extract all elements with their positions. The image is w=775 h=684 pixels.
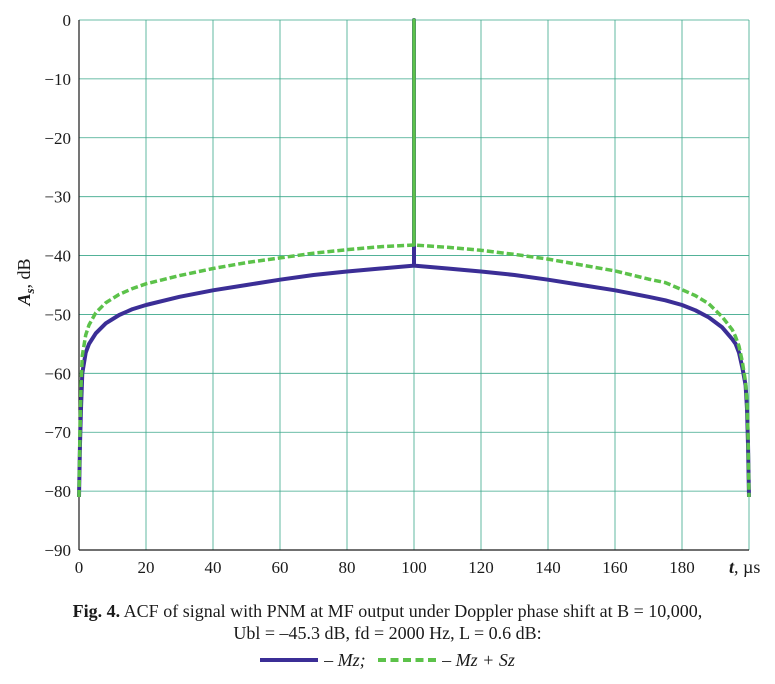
x-tick-label: 140: [535, 558, 561, 577]
x-tick-label: 20: [138, 558, 155, 577]
figure-caption-line1: Fig. 4. ACF of signal with PNM at MF out…: [0, 600, 775, 622]
x-tick-label: 180: [669, 558, 695, 577]
x-tick-label: 0: [75, 558, 84, 577]
x-axis-label: t, µs: [729, 557, 760, 577]
y-tick-labels: 0 −10 −20 −30 −40 −50 −60 −70 −80 −90: [44, 11, 71, 560]
series-line-mz-sz: [77, 18, 751, 498]
y-axis-label: As, dB: [14, 258, 37, 306]
series-line-mz: [77, 18, 751, 498]
legend-item-mz: – Mz;: [260, 649, 366, 671]
acf-chart: 0 −10 −20 −30 −40 −50 −60 −70 −80 −90 0 20 40 60 80 10…: [14, 11, 760, 577]
figure-caption-line2: Ubl = –45.3 dB, fd = 2000 Hz, L = 0.6 dB…: [0, 622, 775, 644]
series-lines: [77, 18, 751, 498]
caption-text-2: Ubl = –45.3 dB, fd = 2000 Hz, L = 0.6 dB…: [233, 623, 542, 643]
y-tick-label: −90: [44, 541, 71, 560]
x-tick-label: 100: [401, 558, 427, 577]
y-tick-label: −70: [44, 423, 71, 442]
legend-item-mz-sz: – Mz + Sz: [378, 649, 515, 671]
legend-label-mz-sz: – Mz + Sz: [442, 650, 515, 670]
y-tick-label: −30: [44, 188, 71, 207]
x-tick-label: 120: [468, 558, 494, 577]
y-tick-label: −10: [44, 70, 71, 89]
y-tick-label: −60: [44, 364, 71, 383]
figure-number: Fig. 4.: [72, 601, 121, 621]
legend-label-mz: – Mz;: [324, 650, 366, 670]
x-tick-label: 80: [339, 558, 356, 577]
x-tick-labels: 0 20 40 60 80 100 120 140 160 180: [75, 558, 695, 577]
y-tick-label: 0: [63, 11, 72, 30]
y-tick-label: −20: [44, 129, 71, 148]
legend: – Mz; – Mz + Sz: [0, 645, 775, 671]
legend-swatch-dashed: [378, 658, 437, 662]
x-tick-label: 40: [205, 558, 222, 577]
y-tick-label: −50: [44, 305, 71, 324]
x-tick-label: 160: [602, 558, 628, 577]
y-tick-label: −80: [44, 482, 71, 501]
y-tick-label: −40: [44, 247, 71, 266]
x-tick-label: 60: [272, 558, 289, 577]
legend-swatch-solid: [260, 658, 319, 662]
caption-text-1: ACF of signal with PNM at MF output unde…: [120, 601, 703, 621]
